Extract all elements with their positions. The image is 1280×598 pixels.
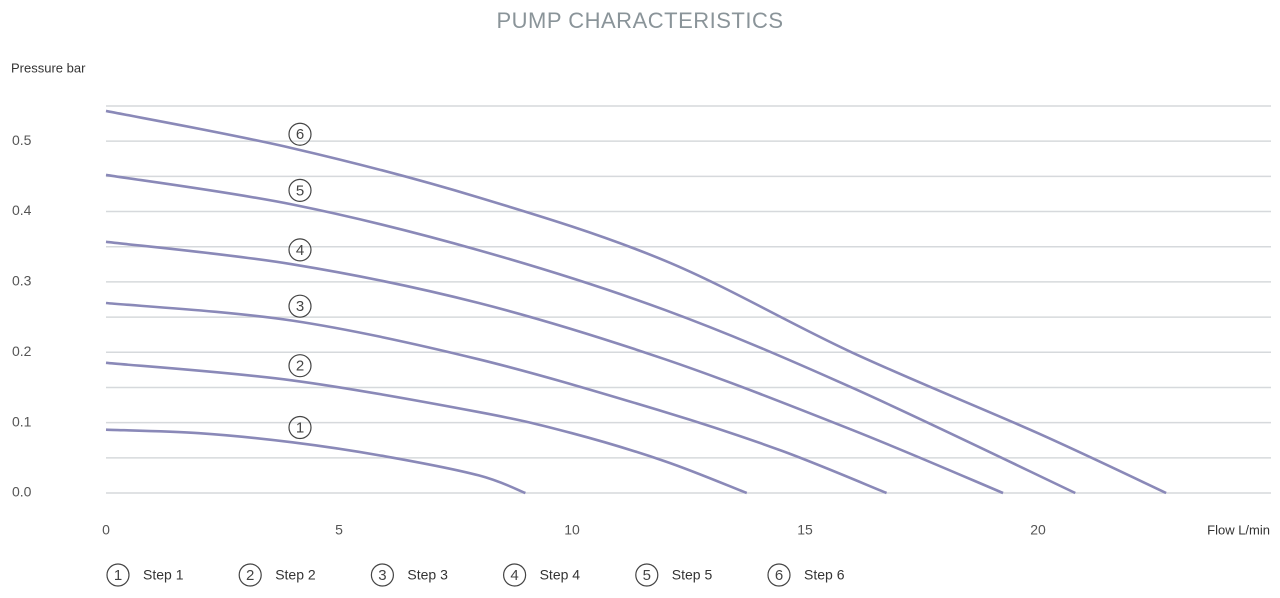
legend-marker-circle [502, 563, 527, 587]
legend-marker: 5 [643, 567, 651, 584]
legend-marker: 3 [378, 567, 386, 584]
curve-label-circle [288, 238, 312, 262]
curve-label: 5 [296, 182, 304, 199]
y-tick-label: 0.2 [12, 343, 32, 359]
legend-label: Step 4 [540, 567, 581, 583]
legend-label: Step 3 [407, 567, 448, 583]
curve-label-circle [288, 415, 312, 440]
x-tick-label: 10 [564, 522, 580, 538]
legend-marker: 1 [114, 567, 122, 584]
x-tick-label: 15 [797, 522, 813, 538]
line [105, 361, 748, 495]
legend-marker-circle [238, 563, 262, 587]
curve-label-circle [288, 294, 312, 318]
legend-label: Step 2 [275, 567, 316, 583]
legend-marker-circle [106, 563, 130, 587]
curve-label-circle [288, 354, 312, 378]
line [105, 240, 1004, 495]
legend-marker-circle [767, 563, 791, 587]
legend-marker: 2 [246, 567, 254, 584]
line [105, 301, 888, 495]
curve-label-circle [288, 122, 312, 146]
x-tick-label: 5 [335, 522, 343, 538]
legend-label: Step 6 [804, 567, 845, 583]
legend-marker: 6 [775, 567, 783, 584]
curve-label: 4 [296, 242, 304, 259]
chart-title: PUMP CHARACTERISTICS [496, 8, 783, 33]
legend-label: Step 1 [143, 567, 184, 583]
curve-label-circle [288, 178, 312, 202]
line [105, 173, 1076, 495]
y-axis-label: Pressure bar [11, 60, 86, 75]
legend-marker-circle [370, 563, 394, 587]
y-tick-label: 0.0 [12, 484, 32, 500]
legend-marker: 4 [510, 567, 518, 584]
line [105, 428, 526, 495]
legend-label: Step 5 [672, 567, 713, 583]
curve-label: 3 [296, 298, 304, 315]
x-tick-label: 0 [102, 522, 110, 538]
y-tick-label: 0.5 [12, 132, 32, 148]
y-tick-label: 0.3 [12, 273, 32, 289]
x-tick-label: 20 [1030, 522, 1046, 538]
legend-marker-circle [635, 563, 659, 587]
curve-label: 2 [296, 358, 304, 375]
y-tick-label: 0.4 [12, 202, 32, 218]
line [105, 109, 1167, 495]
curve-label: 1 [296, 419, 304, 436]
y-tick-label: 0.1 [12, 413, 32, 429]
curve-label: 6 [296, 126, 304, 143]
x-axis-label: Flow L/min [1207, 522, 1270, 537]
